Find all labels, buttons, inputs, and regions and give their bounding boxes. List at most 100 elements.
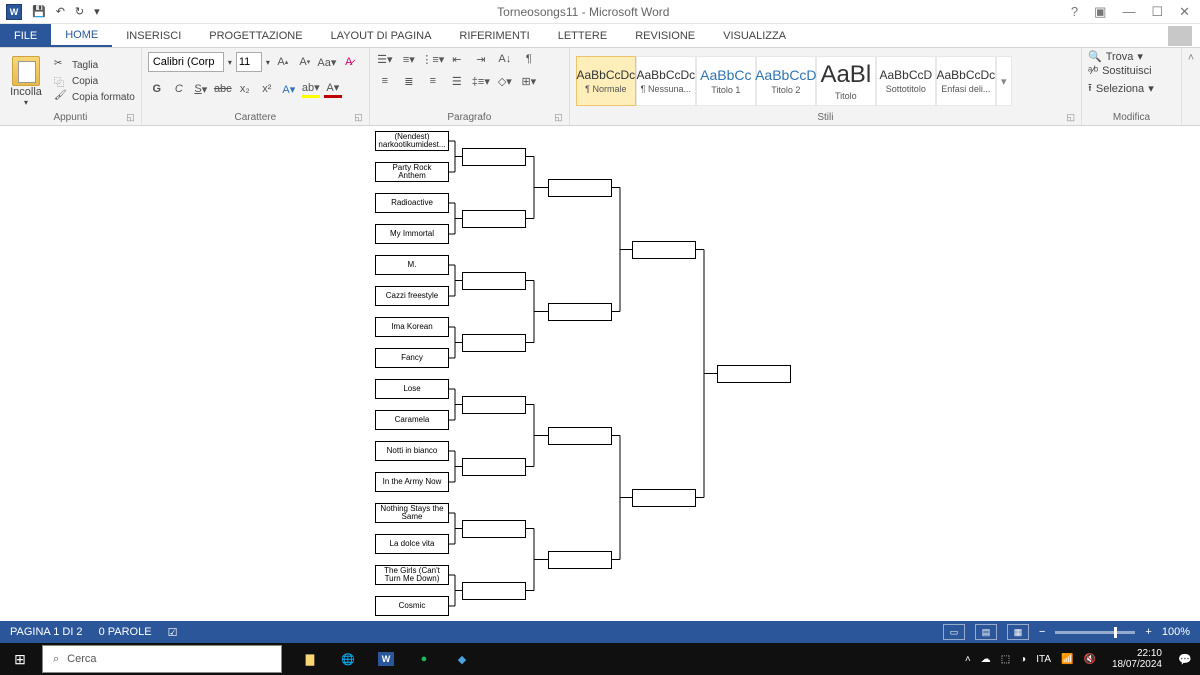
grow-font-button[interactable]: A▴ <box>274 53 292 71</box>
tab-review[interactable]: REVISIONE <box>621 24 709 47</box>
style-card[interactable]: AaBbCcDc¶ Nessuna... <box>636 56 696 106</box>
word-count[interactable]: 0 PAROLE <box>99 626 152 638</box>
tab-references[interactable]: RIFERIMENTI <box>445 24 543 47</box>
web-layout-button[interactable]: ▦ <box>1007 624 1029 640</box>
dialog-launcher-icon[interactable]: ◱ <box>354 112 363 123</box>
replace-button[interactable]: ᵃ⁄ᵇSostituisci <box>1088 65 1152 77</box>
dialog-launcher-icon[interactable]: ◱ <box>1066 112 1075 123</box>
style-card[interactable]: AaBbCcDSottotitolo <box>876 56 936 106</box>
align-center-button[interactable]: ≣ <box>400 72 418 90</box>
dialog-launcher-icon[interactable]: ◱ <box>554 112 563 123</box>
style-card[interactable]: AaBlTitolo <box>816 56 876 106</box>
shrink-font-button[interactable]: A▾ <box>296 53 314 71</box>
help-button[interactable]: ? <box>1071 4 1078 19</box>
italic-button[interactable]: C <box>170 80 188 98</box>
start-button[interactable]: ⊞ <box>0 651 40 668</box>
taskbar-search[interactable]: ⌕ Cerca <box>42 645 282 673</box>
onedrive-icon[interactable]: ☁ <box>981 654 991 665</box>
font-color-button[interactable]: A▾ <box>324 80 342 98</box>
styles-more-button[interactable]: ▾ <box>996 56 1012 106</box>
tab-home[interactable]: HOME <box>51 24 112 47</box>
style-card[interactable]: AaBbCcDc¶ Normale <box>576 56 636 106</box>
file-explorer-icon[interactable]: ▇ <box>292 644 328 674</box>
numbering-button[interactable]: ≡▾ <box>400 50 418 68</box>
borders-button[interactable]: ⊞▾ <box>520 72 538 90</box>
read-mode-button[interactable]: ▭ <box>943 624 965 640</box>
tab-file[interactable]: FILE <box>0 24 51 47</box>
language-indicator[interactable]: ITA <box>1036 654 1051 665</box>
tab-layout[interactable]: LAYOUT DI PAGINA <box>317 24 446 47</box>
highlight-button[interactable]: ab▾ <box>302 80 320 98</box>
select-button[interactable]: ⭱Seleziona ▾ <box>1088 79 1154 98</box>
change-case-button[interactable]: Aa▾ <box>318 53 336 71</box>
zoom-in-button[interactable]: + <box>1145 626 1151 638</box>
notifications-icon[interactable]: 💬 <box>1170 653 1200 666</box>
save-icon[interactable]: 💾 <box>32 5 46 18</box>
ribbon-options-button[interactable]: ▣ <box>1094 4 1106 20</box>
maximize-button[interactable]: ☐ <box>1151 4 1163 20</box>
qat-more-icon[interactable]: ▾ <box>94 5 100 18</box>
document-area[interactable]: (Nendest) narkootikumidest...Party Rock … <box>0 126 1200 621</box>
justify-button[interactable]: ☰ <box>448 72 466 90</box>
font-name-input[interactable] <box>148 52 224 72</box>
line-spacing-button[interactable]: ‡≡▾ <box>472 72 490 90</box>
dialog-launcher-icon[interactable]: ◱ <box>126 112 135 123</box>
zoom-slider[interactable] <box>1055 631 1135 634</box>
volume-icon[interactable]: 🔇 <box>1083 654 1095 665</box>
clear-format-button[interactable]: A̷ <box>340 53 358 71</box>
bracket-node: In the Army Now <box>375 472 449 492</box>
bullets-button[interactable]: ☰▾ <box>376 50 394 68</box>
bold-button[interactable]: G <box>148 80 166 98</box>
align-left-button[interactable]: ≡ <box>376 72 394 90</box>
tab-insert[interactable]: INSERISCI <box>112 24 195 47</box>
chrome-icon[interactable]: 🌐 <box>330 644 366 674</box>
tab-mailings[interactable]: LETTERE <box>544 24 622 47</box>
print-layout-button[interactable]: ▤ <box>975 624 997 640</box>
tab-view[interactable]: VISUALIZZA <box>709 24 800 47</box>
zoom-out-button[interactable]: − <box>1039 626 1045 638</box>
style-card[interactable]: AaBbCcDcEnfasi deli... <box>936 56 996 106</box>
collapse-ribbon-button[interactable]: ˄ <box>1182 48 1200 125</box>
spotify-icon[interactable]: ● <box>406 644 442 674</box>
close-button[interactable]: ✕ <box>1179 4 1190 20</box>
tab-design[interactable]: PROGETTAZIONE <box>195 24 316 47</box>
app-icon[interactable]: ◆ <box>444 644 480 674</box>
wifi-icon[interactable]: 📶 <box>1061 654 1073 665</box>
minimize-button[interactable]: — <box>1122 4 1135 19</box>
copy-button[interactable]: ⿻Copia <box>54 74 135 88</box>
strike-button[interactable]: abc <box>214 80 232 98</box>
superscript-button[interactable]: x² <box>258 80 276 98</box>
bracket-node <box>632 489 696 507</box>
increase-indent-button[interactable]: ⇥ <box>472 50 490 68</box>
text-effects-button[interactable]: A▾ <box>280 80 298 98</box>
font-size-input[interactable] <box>236 52 262 72</box>
shading-button[interactable]: ◇▾ <box>496 72 514 90</box>
multilevel-button[interactable]: ⋮≡▾ <box>424 50 442 68</box>
subscript-button[interactable]: x₂ <box>236 80 254 98</box>
paste-button[interactable]: Incolla ▾ <box>6 56 46 107</box>
word-app-icon: W <box>6 4 22 20</box>
window-controls: ? ▣ — ☐ ✕ <box>1061 4 1200 20</box>
format-painter-button[interactable]: 🖌Copia formato <box>54 90 135 104</box>
style-card[interactable]: AaBbCcDTitolo 2 <box>756 56 816 106</box>
undo-icon[interactable]: ↶ <box>56 5 65 18</box>
underline-button[interactable]: S▾ <box>192 80 210 98</box>
page-indicator[interactable]: PAGINA 1 DI 2 <box>10 626 83 638</box>
bracket-connectors <box>0 126 1200 621</box>
tray-chevron-icon[interactable]: ˄ <box>965 654 971 665</box>
redo-icon[interactable]: ↻ <box>75 5 84 18</box>
find-button[interactable]: 🔍Trova ▾ <box>1088 50 1143 63</box>
show-marks-button[interactable]: ¶ <box>520 50 538 68</box>
zoom-level[interactable]: 100% <box>1162 626 1190 638</box>
cut-button[interactable]: ✂Taglia <box>54 58 135 72</box>
word-taskbar-icon[interactable]: W <box>368 644 404 674</box>
taskbar-clock[interactable]: 22:10 18/07/2024 <box>1104 648 1170 670</box>
tray-icon[interactable]: ◑ <box>1020 654 1026 665</box>
align-right-button[interactable]: ≡ <box>424 72 442 90</box>
user-avatar[interactable] <box>1168 26 1192 46</box>
sort-button[interactable]: A↓ <box>496 50 514 68</box>
style-card[interactable]: AaBbCcTitolo 1 <box>696 56 756 106</box>
decrease-indent-button[interactable]: ⇤ <box>448 50 466 68</box>
tray-icon[interactable]: ⬚ <box>1001 654 1010 665</box>
proofing-icon[interactable]: ☑ <box>168 626 178 639</box>
